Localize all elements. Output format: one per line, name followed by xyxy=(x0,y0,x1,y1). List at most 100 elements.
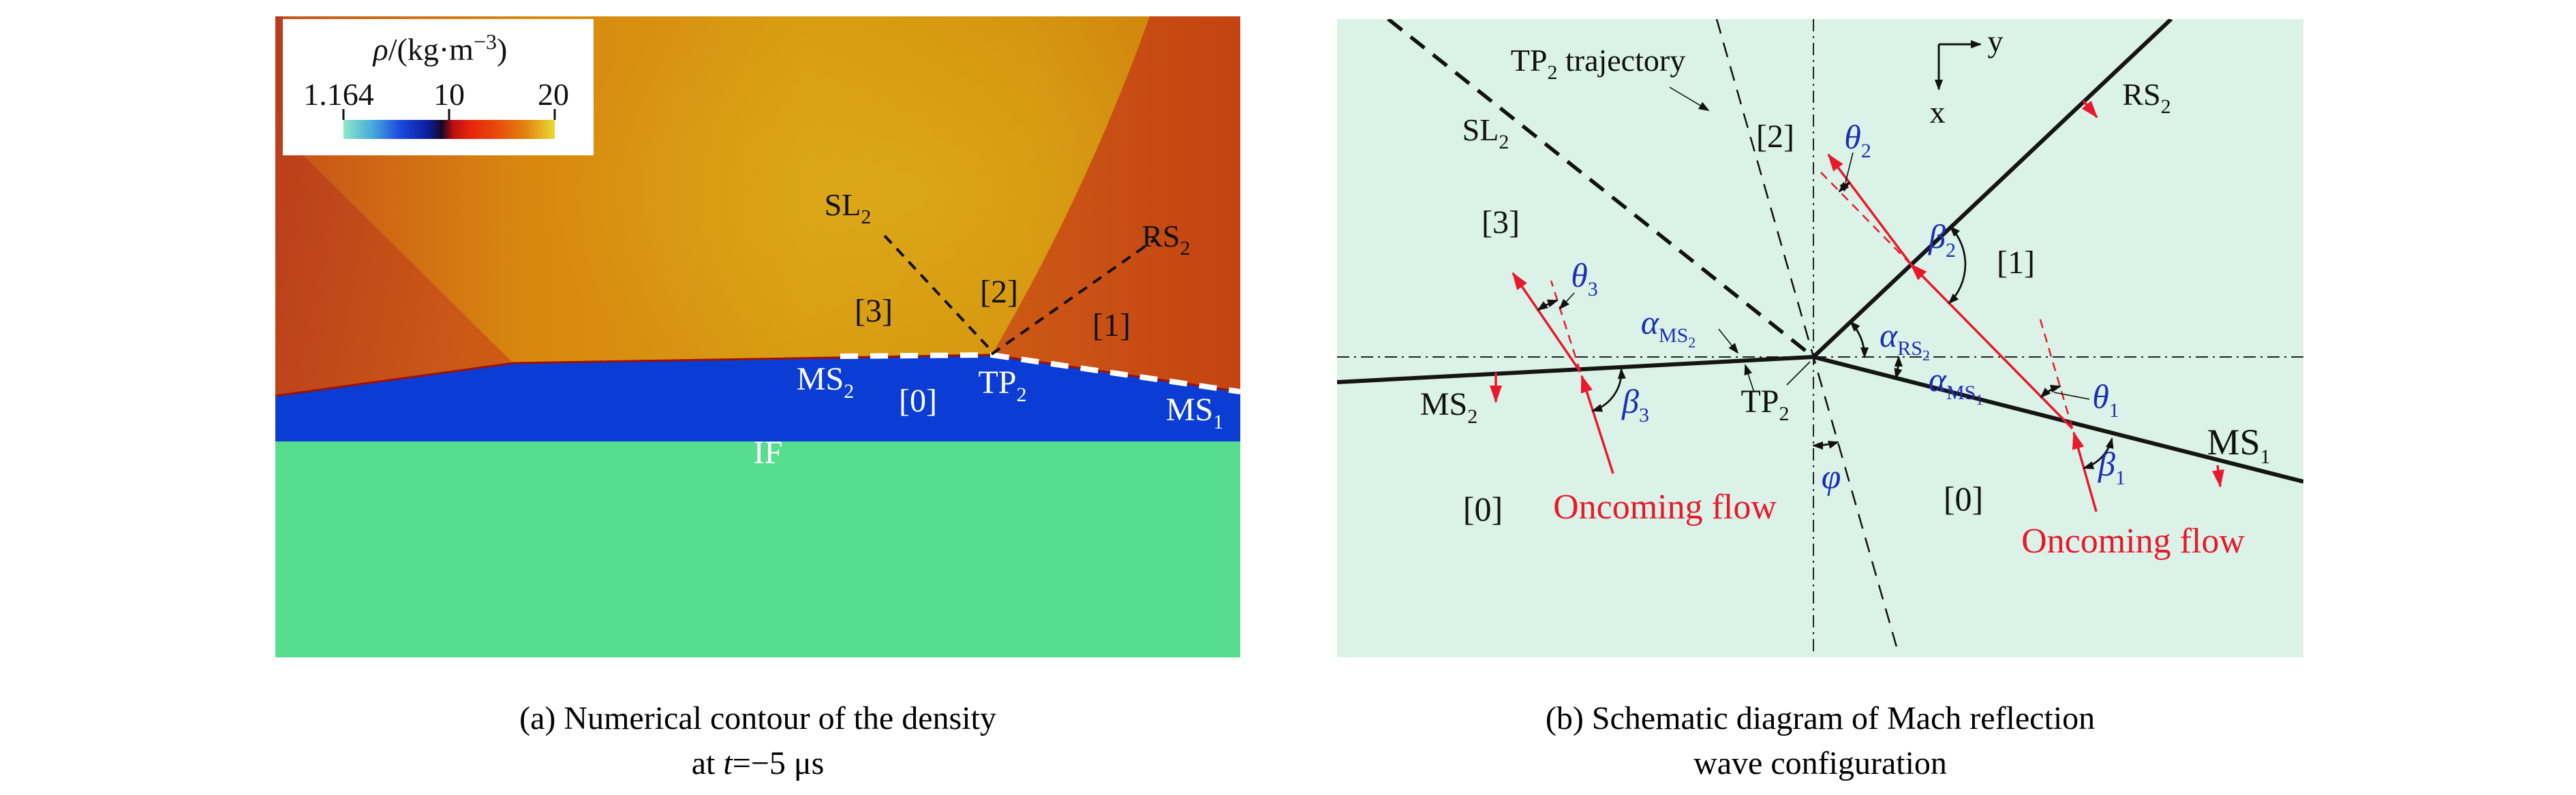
tp2-trajectory-line xyxy=(1715,19,1900,655)
undeflected-direction-dashed-left xyxy=(1550,280,1582,373)
label-alpha-rs2: αRS2 xyxy=(1880,316,1930,364)
label-ms1: MS1 xyxy=(1166,392,1223,433)
axes-icon: y x xyxy=(1930,24,2004,129)
colorbar-legend: ρ/(kg·m−3) 1.164 10 20 xyxy=(283,19,594,155)
label-ms2: MS2 xyxy=(1420,386,1477,428)
label-oncoming-flow-right: Oncoming flow xyxy=(2021,522,2245,561)
deflected-flow-arrow-region3 xyxy=(1512,272,1582,373)
label-phi: φ xyxy=(1822,458,1841,497)
theta2-arc xyxy=(1838,181,1851,193)
contour-left-dark-wedge xyxy=(275,16,513,396)
label-ms2: MS2 xyxy=(797,361,854,403)
label-region2: [2] xyxy=(1756,119,1794,155)
beta1-arc xyxy=(2083,437,2114,469)
theta1-arc xyxy=(2040,384,2061,399)
ms2-shock-line xyxy=(1337,355,1814,384)
caption-a-line1: (a) Numerical contour of the density xyxy=(275,696,1240,741)
theta3-arc xyxy=(1537,299,1559,311)
label-region2: [2] xyxy=(980,274,1018,310)
theta1-pointer xyxy=(2053,392,2090,400)
label-theta1: θ1 xyxy=(2092,377,2119,422)
label-rs2: RS2 xyxy=(2122,77,2171,118)
flow-arrow-region1 xyxy=(1910,263,2074,430)
deflected-flow-arrow-region2 xyxy=(1827,153,1912,266)
alpha-ms2-pointer-upper xyxy=(1718,328,1739,354)
contour-blue-layer xyxy=(275,355,1240,441)
label-beta2: β2 xyxy=(1928,217,1956,262)
panel-b-labels: TP2 trajectory SL2 [2] [3] RS2 [1] θ2 β2… xyxy=(1420,43,2271,561)
label-interface: IF xyxy=(754,435,783,471)
beta3-arc xyxy=(1591,368,1626,412)
angle-arcs xyxy=(1537,181,2114,469)
label-tp2: TP2 xyxy=(978,364,1026,406)
label-oncoming-flow-left: Oncoming flow xyxy=(1553,488,1777,527)
caption-a-line2-pre: at xyxy=(691,745,724,781)
label-ms1: MS1 xyxy=(2207,422,2270,468)
label-region0-left: [0] xyxy=(1463,490,1503,528)
legend-title: ρ/(kg·m−3) xyxy=(372,29,508,67)
panel-a-density-contour: ρ/(kg·m−3) 1.164 10 20 SL2 RS2 [2] [3] [… xyxy=(275,16,1240,657)
label-beta1: β1 xyxy=(2098,445,2126,489)
sl2-dashed-line xyxy=(883,234,993,352)
tp2-label-pointer xyxy=(1786,361,1811,386)
ms1-motion-arrow xyxy=(2212,465,2224,488)
label-theta3: θ3 xyxy=(1571,256,1598,300)
legend-tick-min: 1.164 xyxy=(303,77,374,112)
caption-b: (b) Schematic diagram of Mach reflection… xyxy=(1337,696,2303,786)
sl2-slip-line xyxy=(1387,19,1815,359)
ms2-white-dashed-line xyxy=(840,352,992,359)
axis-x-label: x xyxy=(1930,95,1946,129)
caption-a-line1-text: (a) Numerical contour of the density xyxy=(519,700,996,736)
flow-arrows xyxy=(1490,99,2224,512)
beta2-arc xyxy=(1948,225,1967,305)
panel-a-annotation-lines xyxy=(840,234,1240,394)
pointer-lines xyxy=(1559,87,2090,400)
label-theta2: θ2 xyxy=(1844,118,1871,162)
panel-a-labels: SL2 RS2 [2] [3] [1] MS2 [0] TP2 MS1 IF xyxy=(754,187,1224,471)
legend-tick-max: 20 xyxy=(538,77,569,112)
oncoming-flow-arrow-right xyxy=(2072,431,2098,512)
rs2-dashed-line xyxy=(990,238,1156,356)
caption-b-line2: wave configuration xyxy=(1337,741,2303,786)
density-contour-plot: ρ/(kg·m−3) 1.164 10 20 SL2 RS2 [2] [3] [… xyxy=(275,16,1240,657)
ms1-white-dashed-line xyxy=(991,352,1240,394)
label-rs2: RS2 xyxy=(1141,219,1190,260)
phi-arc xyxy=(1812,441,1839,450)
theta3-pointer xyxy=(1559,292,1575,310)
oncoming-flow-arrow-left xyxy=(1580,375,1614,474)
tp2-trajectory-pointer xyxy=(1669,87,1710,112)
contour-right-dark-wedge xyxy=(992,16,1240,392)
label-region1: [1] xyxy=(1092,307,1131,343)
legend-colorbar xyxy=(343,120,555,139)
alpha-ms1-arc xyxy=(1894,356,1903,379)
rs2-motion-arrow xyxy=(2081,99,2098,119)
label-region0-right: [0] xyxy=(1944,480,1983,518)
schematic-background xyxy=(1337,19,2303,657)
label-region3: [3] xyxy=(1482,204,1520,240)
alpha-ms2-pointer-lower xyxy=(1744,364,1755,393)
label-alpha-ms2: αMS2 xyxy=(1641,303,1696,351)
rs2-shock-line xyxy=(1811,19,2173,359)
undeflected-direction-dashed-region2 xyxy=(1818,170,1912,265)
undeflected-direction-dashed-right xyxy=(2038,317,2074,429)
caption-b-line2-text: wave configuration xyxy=(1693,745,1947,781)
caption-a-line2: at t=−5 μs xyxy=(275,741,1240,786)
label-sl2: SL2 xyxy=(1462,112,1509,153)
label-tp2: TP2 xyxy=(1741,384,1789,425)
label-beta3: β3 xyxy=(1621,382,1649,426)
label-alpha-ms1: αMS1 xyxy=(1929,360,1984,408)
panel-b-schematic: y x TP2 trajectory SL2 [2] [3] RS2 [1] θ… xyxy=(1337,19,2303,657)
caption-a-line2-t: t xyxy=(723,745,733,781)
label-sl2: SL2 xyxy=(825,187,872,228)
caption-b-line1-text: (b) Schematic diagram of Mach reflection xyxy=(1545,700,2096,736)
mach-reflection-schematic: y x TP2 trajectory SL2 [2] [3] RS2 [1] θ… xyxy=(1337,19,2303,657)
caption-a-line2-post: =−5 μs xyxy=(732,745,825,781)
label-tp2-trajectory: TP2 trajectory xyxy=(1511,43,1685,84)
label-region1: [1] xyxy=(1997,245,2035,281)
contour-green-layer xyxy=(275,441,1240,657)
caption-a: (a) Numerical contour of the density at … xyxy=(275,696,1240,786)
label-region0: [0] xyxy=(899,383,937,419)
axis-y-label: y xyxy=(1988,24,2004,59)
caption-b-line1: (b) Schematic diagram of Mach reflection xyxy=(1337,696,2303,741)
